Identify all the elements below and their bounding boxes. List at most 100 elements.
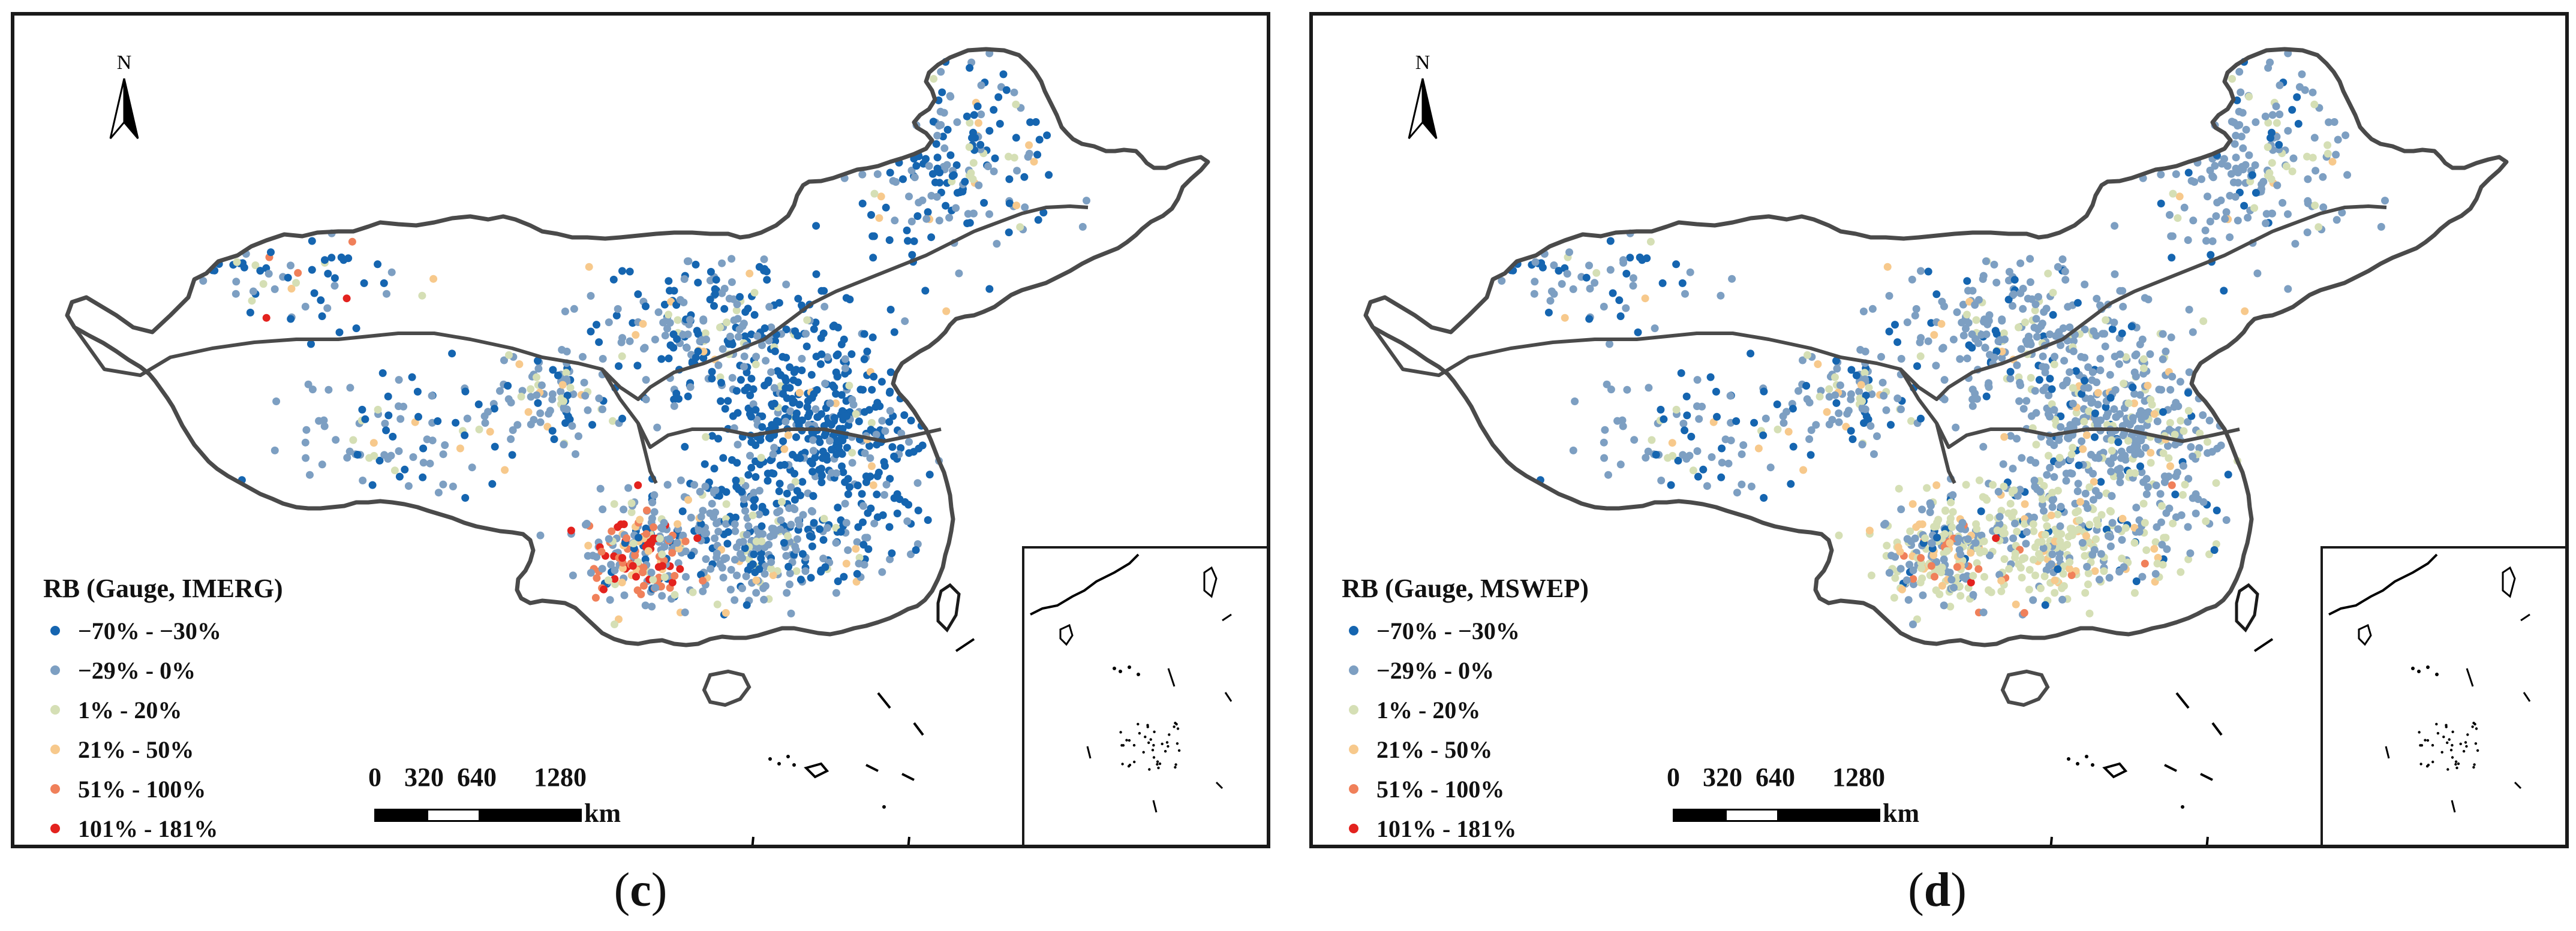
station-point [1946,539,1954,547]
inset-island-dot [2426,739,2430,742]
station-point [731,520,739,528]
station-point [439,450,447,459]
station-point [2132,350,2141,358]
station-point [1913,362,1921,370]
station-point [1885,327,1893,336]
station-point [803,316,811,324]
station-point [928,170,937,178]
station-point [684,392,692,400]
station-point [456,444,464,453]
station-point [1967,579,1975,587]
station-point [399,402,408,411]
station-point [1852,371,1860,379]
station-point [579,352,587,361]
station-point [1904,596,1913,604]
station-point [527,420,535,429]
inset-maritime-dash [2451,800,2456,813]
station-point [692,260,700,269]
station-point [819,454,826,462]
station-point [2252,189,2260,197]
station-point [750,311,759,319]
station-point [2043,522,2051,531]
station-point [1760,494,1768,502]
station-point [910,237,918,245]
station-point [1817,387,1825,395]
station-point [2084,363,2093,371]
station-point [256,267,264,275]
station-point [2081,489,2090,498]
station-point [461,387,470,396]
station-point [789,451,796,459]
inset-maritime-dash [2520,613,2530,622]
station-point [1083,197,1090,205]
station-point [798,354,806,363]
station-point [1962,481,1970,489]
station-point [2132,372,2140,381]
station-point [2139,478,2148,486]
station-point [1606,237,1615,245]
station-point [1907,417,1915,425]
station-point [1679,420,1688,427]
station-point [618,414,626,423]
station-point [2241,161,2250,169]
station-point [712,276,720,284]
station-point [2047,511,2055,520]
station-point [1941,530,1949,538]
station-point [562,369,570,377]
station-point [1703,482,1711,490]
station-point [2108,519,2117,527]
station-point [2141,412,2150,420]
station-point [2232,131,2240,140]
station-point [554,371,562,379]
island-dot [792,763,796,767]
station-point [718,564,726,572]
island-dot [777,762,781,766]
station-point [1912,305,1920,313]
station-point [2184,418,2192,426]
station-point [1585,261,1593,270]
station-point [317,296,325,305]
station-point [2167,333,2175,342]
south-china-sea-inset [2320,546,2565,845]
station-point [722,520,730,528]
station-point [1713,412,1721,421]
station-point [1835,409,1843,417]
station-point [777,516,785,525]
station-point [905,192,913,201]
scale-segment [426,809,480,822]
station-point [2312,167,2320,175]
station-point [1681,426,1689,435]
station-point [2204,438,2211,446]
station-point [301,303,309,311]
station-point [762,267,771,276]
scale-tick: 320 [404,763,444,792]
station-point [761,570,769,578]
island-dot [786,755,790,758]
station-point [952,161,961,169]
legend-swatch [1349,824,1358,833]
station-point [452,418,460,427]
station-point [1005,175,1014,183]
station-point [820,303,829,311]
station-point [2238,109,2247,117]
station-point [1672,260,1681,269]
station-point [524,408,533,416]
station-point [2198,175,2205,183]
station-point [2187,443,2195,451]
station-point [743,601,751,609]
station-point [2067,571,2076,579]
station-point [1908,500,1917,508]
station-point [736,293,744,301]
station-point [658,550,666,559]
station-point [786,363,794,371]
inset-island-dot [1156,760,1159,763]
station-point [749,385,758,393]
station-point [623,534,631,543]
station-point [1498,277,1506,285]
station-point [1883,263,1892,271]
station-point [475,425,483,433]
station-point [863,347,871,355]
inset-island-dot [1161,742,1164,746]
station-point [2102,316,2110,324]
station-point [732,387,741,395]
